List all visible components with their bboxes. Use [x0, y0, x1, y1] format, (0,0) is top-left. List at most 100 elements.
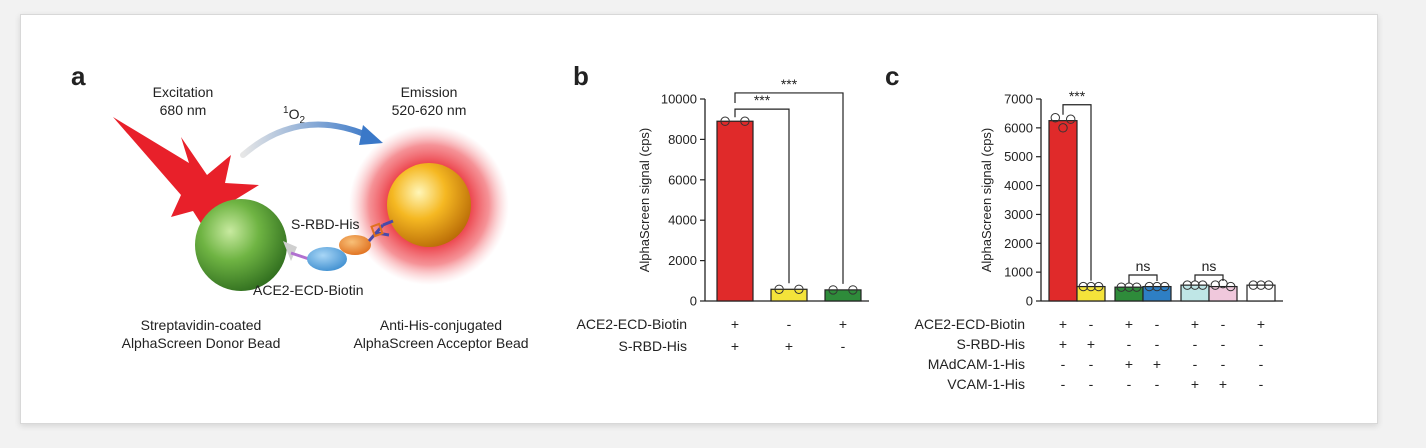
y-tick-label: 2000 [668, 253, 697, 268]
data-point [1058, 123, 1068, 133]
condition-sign: + [731, 338, 739, 354]
significance-label: ns [1202, 258, 1217, 274]
y-tick-label: 8000 [668, 132, 697, 147]
data-point [1264, 280, 1274, 290]
condition-sign: + [785, 338, 793, 354]
data-point [1226, 281, 1236, 292]
biotin-link-icon [290, 251, 310, 261]
acceptor-bead-line2: AlphaScreen Acceptor Bead [353, 335, 528, 351]
figure-canvas: a Excitation 680 nm Emission 520-620 nm … [71, 61, 1283, 392]
significance-bracket [734, 108, 790, 284]
data-point [740, 116, 750, 126]
condition-sign: - [787, 316, 792, 332]
significance-bracket [1128, 274, 1158, 284]
arrow-head-icon [359, 125, 383, 145]
significance-label: *** [1069, 88, 1086, 104]
condition-sign: - [1127, 376, 1132, 392]
condition-sign: - [1221, 336, 1226, 352]
condition-sign: - [1155, 316, 1160, 332]
condition-name: MAdCAM-1-His [928, 356, 1025, 372]
bar [1076, 285, 1106, 302]
y-tick-label: 5000 [1004, 149, 1033, 164]
condition-name: VCAM-1-His [947, 376, 1025, 392]
y-tick-label: 10000 [661, 92, 697, 107]
chart-b: 0 2000 4000 6000 8000 10000 AlphaScreen signal… [577, 76, 869, 354]
bar [1246, 284, 1276, 302]
bar [1142, 285, 1172, 302]
data-point [1210, 280, 1221, 290]
acceptor-bead-line1: Anti-His-conjugated [380, 317, 502, 333]
condition-sign: - [1259, 356, 1264, 372]
chart-c: 0 1000 2000 3000 4000 5000 6000 7000 AlphaScreen… [915, 88, 1283, 392]
condition-sign: + [1153, 356, 1161, 372]
data-point [774, 284, 784, 294]
y-tick-label: 4000 [1004, 178, 1033, 193]
condition-sign: - [1089, 376, 1094, 392]
data-point [1066, 114, 1076, 124]
condition-sign: - [1061, 356, 1066, 372]
y-tick-label: 6000 [1004, 120, 1033, 135]
condition-sign: - [1259, 336, 1264, 352]
panel-a-letter: a [71, 61, 86, 91]
condition-sign: - [1259, 376, 1264, 392]
data-point [794, 284, 804, 294]
bar [1208, 285, 1238, 302]
excitation-wavelength: 680 nm [160, 102, 207, 118]
data-point [1256, 280, 1266, 290]
y-tick-label: 1000 [1004, 265, 1033, 280]
data-point [1152, 281, 1162, 292]
y-tick-label: 7000 [1004, 92, 1033, 107]
singlet-oxygen-arrow [240, 121, 374, 158]
data-point [848, 285, 858, 295]
condition-sign: + [1125, 356, 1133, 372]
condition-sign: - [1089, 356, 1094, 372]
significance-bracket [734, 92, 844, 284]
srbd-label: S-RBD-His [291, 216, 359, 232]
streptavidin-icon [283, 241, 297, 261]
panel-b-letter: b [573, 61, 589, 91]
significance-bracket [1062, 104, 1092, 281]
condition-sign: - [1155, 336, 1160, 352]
data-point [1094, 281, 1104, 292]
emission-label: Emission [401, 84, 458, 100]
condition-sign: - [1193, 356, 1198, 372]
condition-sign: + [1059, 336, 1067, 352]
condition-name: ACE2-ECD-Biotin [577, 316, 687, 332]
condition-sign: - [841, 338, 846, 354]
srbd-protein-icon [339, 235, 371, 255]
data-point [1248, 280, 1259, 290]
significance-label: *** [754, 92, 771, 108]
singlet-oxygen-label: 1O2 [283, 105, 305, 126]
y-tick-label: 4000 [668, 213, 697, 228]
bar [1114, 286, 1144, 302]
condition-sign: + [1219, 376, 1227, 392]
condition-sign: - [1061, 376, 1066, 392]
data-point [1086, 281, 1096, 292]
data-point [1050, 113, 1061, 123]
emission-wavelength: 520-620 nm [392, 102, 467, 118]
y-tick-label: 2000 [1004, 236, 1033, 251]
data-point [720, 116, 730, 126]
y-tick-label: 0 [690, 294, 697, 309]
acceptor-bead-icon [387, 163, 471, 247]
condition-name: ACE2-ECD-Biotin [915, 316, 1025, 332]
y-axis-label: AlphaScreen signal (cps) [637, 128, 652, 273]
donor-bead-line2: AlphaScreen Donor Bead [122, 335, 281, 351]
condition-sign: + [731, 316, 739, 332]
condition-sign: - [1221, 316, 1226, 332]
donor-bead-icon [195, 199, 287, 291]
condition-sign: + [1191, 316, 1199, 332]
y-axis-label: AlphaScreen signal (cps) [979, 128, 994, 273]
condition-name: S-RBD-His [619, 338, 687, 354]
condition-sign: + [1191, 376, 1199, 392]
panel-a: a Excitation 680 nm Emission 520-620 nm … [71, 61, 529, 351]
data-point [828, 285, 838, 295]
condition-sign: - [1089, 316, 1094, 332]
data-point [1116, 282, 1127, 292]
condition-sign: - [1155, 376, 1160, 392]
figure-frame: a Excitation 680 nm Emission 520-620 nm … [20, 14, 1378, 424]
donor-bead-line1: Streptavidin-coated [141, 317, 262, 333]
condition-sign: + [1125, 316, 1133, 332]
condition-sign: + [839, 316, 847, 332]
ace2-protein-icon [307, 247, 347, 271]
